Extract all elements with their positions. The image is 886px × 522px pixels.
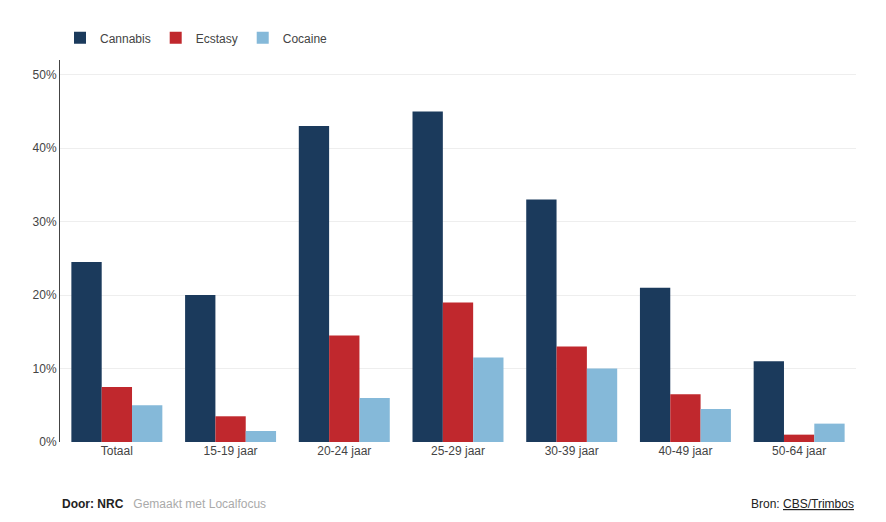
svg-text:Totaal: Totaal bbox=[101, 444, 133, 458]
svg-text:Cocaine: Cocaine bbox=[283, 32, 327, 46]
svg-text:30%: 30% bbox=[33, 215, 57, 229]
svg-text:40%: 40% bbox=[33, 141, 57, 155]
svg-text:50-64 jaar: 50-64 jaar bbox=[772, 444, 826, 458]
svg-text:15-19 jaar: 15-19 jaar bbox=[204, 444, 258, 458]
svg-text:50%: 50% bbox=[33, 68, 57, 82]
svg-text:0%: 0% bbox=[39, 435, 57, 449]
svg-text:30-39 jaar: 30-39 jaar bbox=[545, 444, 599, 458]
svg-text:25-29 jaar: 25-29 jaar bbox=[431, 444, 485, 458]
svg-text:Door: NRC Gemaakt met Localf: Door: NRC Gemaakt met Localfocus bbox=[62, 497, 266, 511]
svg-text:Bron: CBS/Trimbos: Bron: CBS/Trimbos bbox=[751, 497, 854, 511]
svg-text:10%: 10% bbox=[33, 362, 57, 376]
svg-text:Cannabis: Cannabis bbox=[100, 32, 151, 46]
svg-text:Ecstasy: Ecstasy bbox=[196, 32, 238, 46]
svg-text:20-24 jaar: 20-24 jaar bbox=[317, 444, 371, 458]
svg-text:40-49 jaar: 40-49 jaar bbox=[658, 444, 712, 458]
svg-text:20%: 20% bbox=[33, 288, 57, 302]
